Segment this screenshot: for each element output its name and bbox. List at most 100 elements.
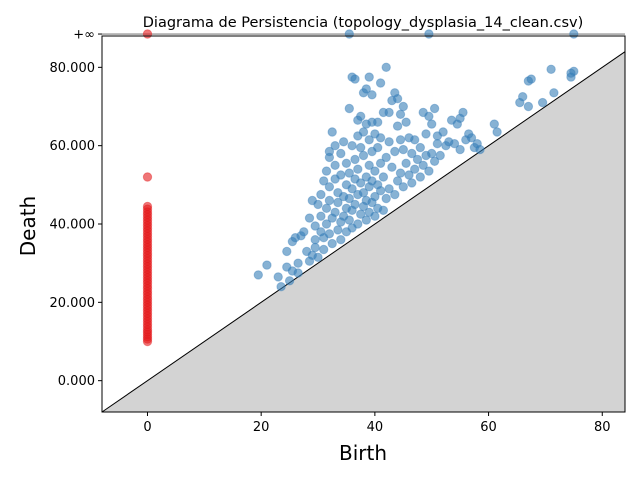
h1-point [356,178,366,188]
h1-point [569,66,579,77]
h1-infinite-point [569,29,579,39]
h1-point [324,182,335,192]
h1-point [429,103,440,114]
h1-point [455,144,465,155]
h1-point [424,166,434,176]
h1-point [384,107,394,118]
y-tick-label: 40.000 [50,218,96,233]
x-axis-title: Birth [339,441,387,465]
h1-point [338,137,349,147]
h1-point [432,139,443,149]
h1-point [410,135,420,145]
h1-point [526,74,536,84]
y-tick-label: 0.000 [58,374,95,389]
h1-point [316,211,326,221]
h1-point [273,272,283,282]
h1-point [415,142,425,153]
h1-infinite-point [344,29,354,39]
h1-point [293,268,303,278]
h1-point [333,197,343,208]
h1-point [333,225,343,235]
h1-infinite-point [424,29,434,39]
h1-point [375,186,386,196]
h1-point [316,189,326,200]
h1-point [310,221,320,231]
h1-point [358,127,369,137]
diagonal-line [101,51,626,413]
h1-point [310,235,320,245]
h1-point [424,111,434,122]
h1-point [429,156,440,167]
h1-point [324,146,335,157]
h1-point [356,209,366,219]
h1-point [373,117,383,127]
h1-point [350,154,360,165]
h1-point [384,137,394,147]
h1-point [350,74,360,84]
h0-point [142,172,153,182]
h1-point [304,213,315,223]
h1-point [546,64,556,75]
h1-point [358,188,369,198]
h1-point [427,148,437,159]
h1-point [364,72,374,82]
h1-point [336,148,346,159]
h1-point [319,244,329,255]
h1-point [356,142,366,153]
h1-point [347,184,357,194]
h1-point [401,158,411,169]
h1-point [398,144,408,155]
h1-point [392,176,403,186]
h1-point [344,103,354,114]
h1-point [324,229,335,239]
h1-point [364,160,374,171]
h1-point [518,92,528,102]
h1-point [313,252,323,262]
h1-point [336,170,346,180]
h1-point [262,260,272,270]
h1-point [407,148,417,159]
h1-point [361,84,371,94]
h1-point [398,182,408,192]
h1-point [321,219,332,229]
y-tick-label: 80.000 [50,61,96,76]
h1-point [475,144,485,155]
h1-point [378,205,389,216]
y-tick-label: 20.000 [50,296,96,311]
h1-point [367,90,377,100]
h1-point [353,219,363,229]
h1-point [421,129,431,139]
x-tick-label: 60 [480,420,497,435]
h1-point [253,270,263,280]
x-tick-label: 0 [143,420,151,435]
h1-point [404,170,414,180]
h1-point [466,133,477,143]
h1-point [358,150,369,161]
h1-point [449,139,460,149]
h1-point [401,117,411,127]
h1-point [344,193,354,204]
h1-point [341,158,352,169]
h1-point [458,107,468,118]
h1-point [356,111,366,122]
chart-title: Diagrama de Persistencia (topology_dyspl… [143,15,584,31]
x-tick-label: 20 [253,420,270,435]
h1-point [293,258,303,268]
plot-area: 0 20 40 60 80 0.000 20.000 40.000 60.000 80.000 +∞ [50,28,626,435]
h1-point [378,172,389,182]
h1-point [387,162,397,172]
h0-point [142,201,153,212]
h1-point [276,282,286,292]
h1-point [384,184,394,194]
h1-point [370,211,380,221]
h1-point [412,154,423,165]
h1-point [310,242,320,253]
h1-point [549,88,559,98]
h1-point [330,141,340,151]
h1-point [327,127,337,137]
h1-point [321,166,332,176]
h1-point [381,62,391,73]
h1-point [375,133,386,143]
h1-point [321,203,332,214]
